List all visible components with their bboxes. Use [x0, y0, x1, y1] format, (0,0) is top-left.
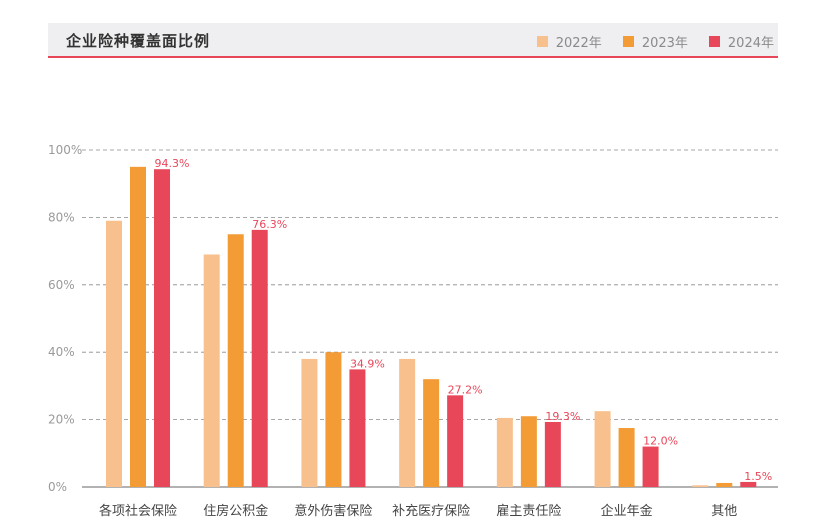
data-label: 27.2%: [448, 383, 483, 396]
y-tick-label: 20%: [48, 413, 75, 427]
bar-2023年-0: [130, 166, 146, 487]
legend-swatch-2023: [622, 36, 634, 47]
data-label: 12.0%: [643, 435, 678, 448]
bar-2023年-3: [423, 379, 440, 487]
chart-legend: 2022年 2023年 2024年: [516, 32, 774, 51]
y-tick-label: 80%: [48, 210, 75, 224]
bar-2023年-4: [520, 416, 537, 487]
y-tick-label: 0%: [48, 480, 67, 494]
legend-label-2024: 2024年: [727, 36, 774, 51]
bar-2022年-1: [203, 254, 220, 487]
x-tick-label: 其他: [711, 504, 737, 519]
bar-2023年-2: [325, 352, 342, 487]
bar-2024年-1: [251, 229, 268, 487]
legend-item-2023[interactable]: 2023年: [622, 32, 688, 51]
y-tick-label: 60%: [48, 278, 75, 292]
bar-2024年-6: [740, 481, 757, 487]
data-label: 34.9%: [350, 357, 385, 370]
bar-2022年-5: [594, 411, 611, 487]
chart-title: 企业险种覆盖面比例: [66, 32, 211, 50]
x-tick-label: 雇主责任险: [496, 503, 561, 519]
bar-2023年-6: [716, 482, 733, 487]
y-tick-label: 40%: [48, 345, 75, 359]
data-label: 1.5%: [744, 470, 772, 483]
x-tick-label: 各项社会保险: [99, 503, 177, 519]
legend-swatch-2022: [536, 36, 548, 47]
bar-2022年-4: [496, 417, 513, 487]
x-tick-label: 补充医疗保险: [392, 503, 470, 519]
bar-2024年-4: [544, 421, 561, 487]
data-label: 76.3%: [252, 218, 287, 231]
bar-2024年-3: [447, 395, 464, 487]
legend-item-2024[interactable]: 2024年: [708, 32, 774, 51]
bar-2023年-5: [618, 428, 635, 487]
bar-2024年-5: [642, 446, 659, 487]
legend-item-2022[interactable]: 2022年: [536, 32, 602, 51]
bar-2022年-6: [692, 485, 709, 487]
bar-2024年-2: [349, 369, 366, 487]
legend-label-2022: 2022年: [555, 36, 602, 51]
chart-header: 企业险种覆盖面比例 2022年 2023年 2024年: [48, 23, 778, 58]
y-tick-label: 100%: [48, 143, 82, 157]
legend-label-2023: 2023年: [641, 36, 688, 51]
bar-2023年-1: [227, 234, 244, 487]
bar-2022年-0: [106, 220, 122, 487]
x-tick-label: 企业年金: [601, 503, 653, 519]
data-label: 94.3%: [155, 157, 190, 170]
x-tick-label: 住房公积金: [203, 503, 268, 519]
bar-2022年-3: [399, 358, 416, 487]
data-label: 19.3%: [545, 410, 580, 423]
bar-2022年-2: [301, 358, 318, 487]
bar-2024年-0: [154, 169, 170, 488]
x-tick-label: 意外伤害保险: [294, 503, 372, 519]
legend-swatch-2024: [708, 36, 720, 47]
